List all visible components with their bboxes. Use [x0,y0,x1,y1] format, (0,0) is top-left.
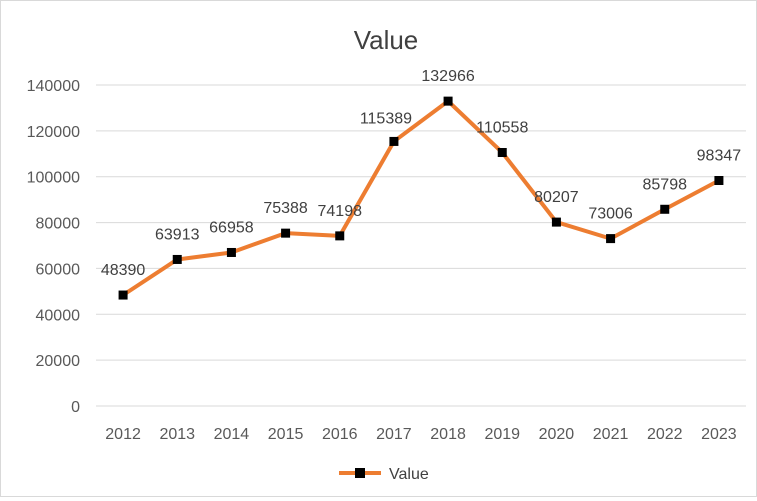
series-line [121,99,720,297]
data-label: 75388 [263,200,308,217]
data-point-marker [335,231,345,241]
data-label: 66958 [209,219,254,236]
x-tick-label: 2016 [322,426,358,443]
legend: Value [339,466,429,483]
gridlines [96,84,746,407]
data-label: 74198 [318,203,363,220]
x-tick-label: 2021 [593,426,629,443]
chart-title: Value [354,25,419,55]
x-tick-label: 2013 [159,426,195,443]
data-label: 110558 [476,120,528,137]
data-label: 80207 [534,189,579,206]
x-tick-label: 2014 [214,426,250,443]
data-point-marker [226,247,236,257]
y-tick-label: 40000 [36,307,81,324]
x-tick-label: 2015 [268,426,304,443]
x-tick-label: 2019 [484,426,520,443]
data-label: 98347 [697,148,742,165]
data-labels: 48390 63913 66958 75388 74198 115389 132966 110… [101,68,741,279]
y-axis: 0 20000 40000 60000 80000 100000 120000 140000 [27,78,80,416]
y-tick-label: 0 [71,399,80,416]
data-label: 48390 [101,262,146,279]
y-tick-label: 80000 [36,216,81,233]
x-axis: 2012 2013 2014 2015 2016 2017 2018 2019 2020 2021… [105,426,737,443]
x-tick-label: 2018 [430,426,466,443]
data-point-marker [714,176,724,186]
series-layer [118,96,724,300]
data-point-marker [443,96,453,106]
data-point-marker [497,148,507,158]
data-point-marker [389,136,399,146]
y-tick-label: 20000 [36,353,81,370]
x-tick-label: 2012 [105,426,141,443]
x-tick-label: 2022 [647,426,683,443]
data-point-marker [606,234,616,244]
data-label: 85798 [643,176,688,193]
data-label: 63913 [155,226,200,243]
data-point-marker [172,254,182,264]
legend-marker-swatch [355,468,365,478]
legend-label: Value [389,466,429,483]
data-label: 115389 [360,110,412,127]
x-tick-label: 2020 [539,426,575,443]
y-tick-label: 100000 [27,170,80,187]
y-tick-label: 60000 [36,261,81,278]
x-tick-label: 2017 [376,426,412,443]
data-label: 132966 [421,68,474,85]
x-tick-label: 2023 [701,426,737,443]
y-tick-label: 120000 [27,124,80,141]
data-point-marker [551,217,561,227]
data-label: 73006 [588,206,633,223]
data-point-marker [660,204,670,214]
y-tick-label: 140000 [27,78,80,95]
data-point-marker [281,228,291,238]
data-point-marker [118,290,128,300]
